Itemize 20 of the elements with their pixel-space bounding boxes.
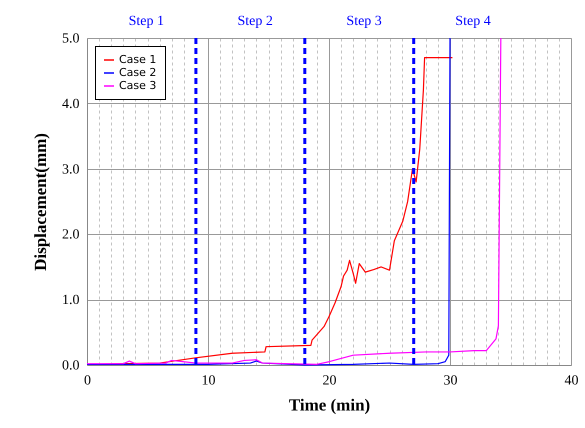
x-tick-label: 30 <box>444 374 458 388</box>
y-tick-label: 3.0 <box>62 162 80 178</box>
legend-label: Case 3 <box>119 79 156 92</box>
y-tick-label: 5.0 <box>62 32 80 46</box>
y-axis-title: Displacement(mm) <box>31 133 50 271</box>
x-tick-label: 10 <box>202 374 216 388</box>
x-tick-label: 0 <box>84 374 91 388</box>
x-tick-label: 20 <box>322 374 336 388</box>
y-tick-label: 0.0 <box>62 358 80 374</box>
x-axis-title: Time (min) <box>288 396 370 414</box>
text: Step 1 <box>128 14 164 29</box>
y-tick-label: 4.0 <box>62 96 80 112</box>
y-tick-label: 2.0 <box>62 228 80 243</box>
y-tick-label: 1.0 <box>62 293 80 308</box>
text: Step 3 <box>346 14 382 29</box>
text: Step 4 <box>455 14 491 29</box>
legend-label: Case 2 <box>119 66 156 79</box>
text: Step 2 <box>237 14 273 29</box>
legend-label: Case 1 <box>119 53 156 66</box>
x-tick-label: 40 <box>564 374 578 388</box>
